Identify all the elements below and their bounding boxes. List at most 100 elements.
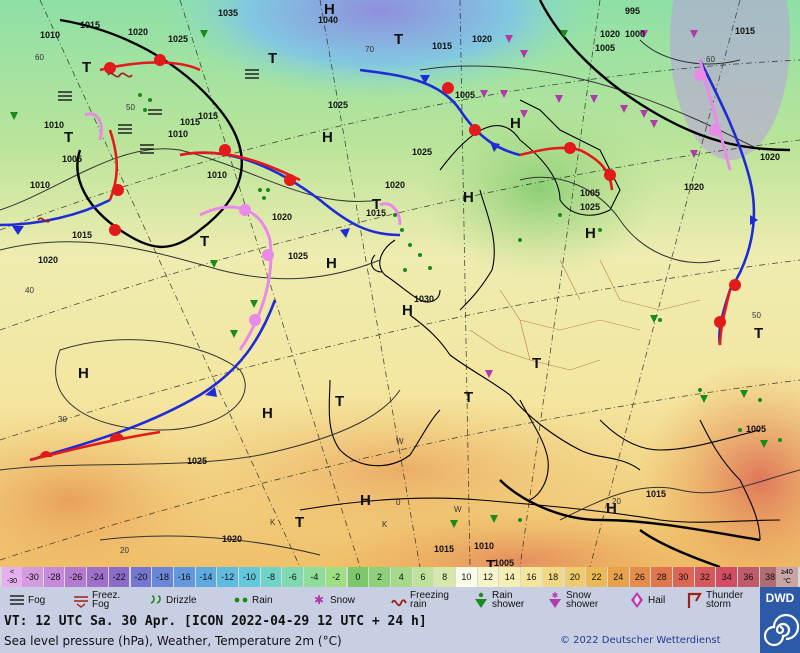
legend-hail: Hail bbox=[628, 589, 665, 611]
legend-label: Snow bbox=[330, 594, 356, 606]
scale-cell: 2 bbox=[369, 567, 390, 587]
scale-cell: -12 bbox=[217, 567, 238, 587]
scale-cell: 12 bbox=[477, 567, 499, 587]
low-center: T bbox=[486, 557, 495, 567]
freezing-fog-icon bbox=[74, 596, 88, 608]
high-center: H bbox=[510, 115, 521, 132]
isobar-label: 1015 bbox=[434, 544, 454, 554]
isobar-label: 1025 bbox=[187, 456, 207, 466]
isobar-label: 1010 bbox=[30, 180, 50, 190]
scale-cell: 14 bbox=[499, 567, 521, 587]
legend-freezing-rain: Freezing rain bbox=[390, 589, 449, 611]
scale-cell: -20 bbox=[130, 567, 152, 587]
isobar-label: 1020 bbox=[385, 180, 405, 190]
isobar-label: 1020 bbox=[760, 152, 780, 162]
lat-label: 40 bbox=[25, 286, 34, 295]
isobar-label: 1035 bbox=[218, 8, 238, 18]
scale-cell: 26 bbox=[629, 567, 651, 587]
high-center: H bbox=[402, 302, 413, 319]
scale-high-end: ≥40 °C bbox=[776, 567, 798, 588]
lon-label: K bbox=[270, 518, 276, 527]
isobar-label: 1010 bbox=[474, 541, 494, 551]
isobar-label: 1005 bbox=[746, 424, 766, 434]
svg-text:✱: ✱ bbox=[552, 591, 559, 600]
fog-icon bbox=[10, 595, 24, 605]
low-center: T bbox=[295, 514, 304, 531]
scale-cell: -8 bbox=[260, 567, 282, 587]
isobar-label: 1020 bbox=[222, 534, 242, 544]
scale-cell: 4 bbox=[390, 567, 412, 587]
isobar-label: 1025 bbox=[328, 100, 348, 110]
legend-rain-shower: Rain shower bbox=[472, 589, 524, 611]
legend-label: Freezing rain bbox=[410, 590, 449, 610]
legend-drizzle: Drizzle bbox=[146, 589, 197, 611]
dwd-logo: DWD bbox=[760, 587, 800, 653]
lon-label: W bbox=[396, 437, 404, 446]
lat-label: 70 bbox=[365, 45, 374, 54]
legend-label: Snow shower bbox=[566, 590, 599, 610]
isobar-label: 1025 bbox=[288, 251, 308, 261]
isobar-label: 1040 bbox=[318, 15, 338, 25]
scale-cell: 20 bbox=[564, 567, 586, 587]
thunderstorm-icon bbox=[687, 592, 702, 608]
scale-cell: -22 bbox=[108, 567, 130, 587]
map-info: VT: 12 UTC Sa. 30 Apr. [ICON 2022-04-29 … bbox=[0, 613, 760, 653]
temperature-scale: < -30 -30 -28 -26 -24 -22 -20 -18 -16 -14 -12 -10-… bbox=[0, 567, 800, 588]
low-center: T bbox=[200, 233, 209, 250]
scale-cell: -18 bbox=[152, 567, 173, 587]
drizzle-icon bbox=[150, 595, 161, 604]
high-center: H bbox=[326, 255, 337, 272]
scale-cell: -10 bbox=[239, 567, 260, 587]
isobar-label: 1005 bbox=[595, 43, 615, 53]
isobar-label: 1025 bbox=[412, 147, 432, 157]
scale-cell: -4 bbox=[304, 567, 325, 587]
high-center: H bbox=[606, 500, 617, 517]
isobar-label: 1010 bbox=[207, 170, 227, 180]
legend-fog: Fog bbox=[8, 589, 45, 611]
low-center: T bbox=[64, 129, 73, 146]
scale-cell: -16 bbox=[173, 567, 195, 587]
isobar-label: 1020 bbox=[472, 34, 492, 44]
legend-label: Hail bbox=[648, 594, 666, 606]
isobar-label: 1020 bbox=[684, 182, 704, 192]
legend-freezing-fog: Freez. Fog bbox=[72, 589, 120, 611]
scale-cell: 36 bbox=[738, 567, 759, 587]
scale-cell: 10 bbox=[456, 567, 477, 587]
scale-cell: -28 bbox=[43, 567, 65, 587]
valid-time: VT: 12 UTC Sa. 30 Apr. [ICON 2022-04-29 … bbox=[4, 614, 427, 629]
copyright: © 2022 Deutscher Wetterdienst bbox=[560, 635, 721, 646]
legend-label: Rain bbox=[252, 594, 273, 606]
scale-cell: -24 bbox=[87, 567, 108, 587]
low-center: T bbox=[394, 31, 403, 48]
isobar-label: 1010 bbox=[40, 30, 60, 40]
scale-cell: 18 bbox=[542, 567, 564, 587]
legend-snow-shower: ✱ Snow shower bbox=[546, 589, 598, 611]
scale-cell: -6 bbox=[282, 567, 304, 587]
scale-cell: -14 bbox=[195, 567, 217, 587]
scale-cell: -2 bbox=[325, 567, 347, 587]
isobar-label: 1015 bbox=[180, 117, 200, 127]
rain-shower-icon bbox=[475, 592, 487, 608]
scale-cell: 22 bbox=[586, 567, 607, 587]
lon-label: 20 bbox=[612, 497, 621, 506]
isobar-label: 1005 bbox=[494, 558, 514, 567]
high-center: H bbox=[324, 1, 335, 18]
scale-cell: 24 bbox=[607, 567, 629, 587]
svg-text:✱: ✱ bbox=[314, 593, 324, 607]
low-center: T bbox=[532, 355, 541, 372]
lat-label: 20 bbox=[120, 546, 129, 555]
scale-cell: -30 bbox=[22, 567, 43, 587]
low-center: T bbox=[82, 59, 91, 76]
rain-icon bbox=[234, 597, 248, 603]
lon-label: K bbox=[382, 520, 388, 529]
isobar-label: 1030 bbox=[414, 294, 434, 304]
map-description: Sea level pressure (hPa), Weather, Tempe… bbox=[4, 634, 342, 648]
high-center: H bbox=[463, 189, 474, 206]
isobar-label: 1015 bbox=[80, 20, 100, 30]
high-center: H bbox=[262, 405, 273, 422]
logo-name: DWD bbox=[765, 591, 795, 605]
legend-snow: ✱ Snow bbox=[310, 589, 355, 611]
hail-icon bbox=[631, 592, 643, 608]
scale-cell: 30 bbox=[673, 567, 694, 587]
isobar-label: 1005 bbox=[62, 154, 82, 164]
